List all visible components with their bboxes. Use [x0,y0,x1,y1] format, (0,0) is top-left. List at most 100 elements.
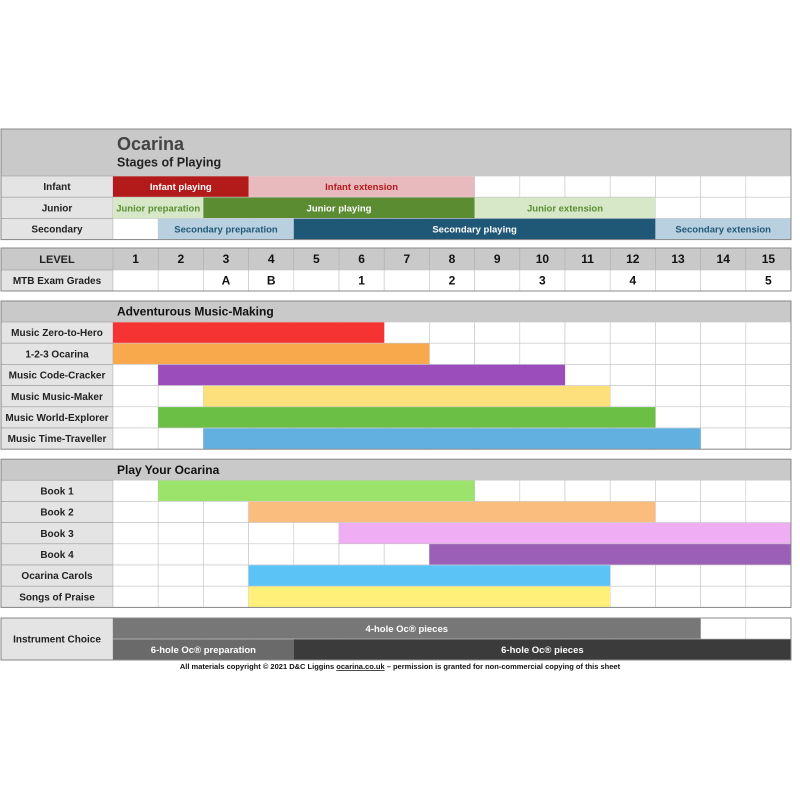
bar [113,176,249,197]
cell [157,269,204,292]
row-label: Instrument Choice [13,635,101,646]
bar [113,639,294,660]
bar-label: 6-hole Oc® pieces [501,645,584,656]
cell [248,522,295,545]
cell [203,564,249,587]
bar [248,176,475,197]
bar [158,364,565,386]
cell [564,175,611,198]
bar [158,480,475,502]
row-label: Music Code-Cracker [9,371,106,382]
cell [745,385,792,408]
cell [112,522,159,545]
cell [609,564,656,587]
level-number: 14 [717,252,731,266]
cell [655,342,701,365]
bar-label: Infant extension [325,182,398,193]
section-border [0,247,792,292]
cell [429,321,475,344]
cell [564,364,611,386]
level-number: 11 [581,252,594,266]
bar [158,218,294,240]
grade: 4 [629,274,636,288]
cell [700,585,747,608]
row-label: Book 4 [40,550,74,561]
cell [655,585,701,608]
bar [339,522,791,544]
bar [655,218,791,240]
grade: 3 [539,274,546,288]
cell [655,321,701,344]
cell [700,342,747,365]
bar [113,322,385,343]
cell [383,269,430,292]
section-border [0,617,792,661]
cell [383,321,430,344]
cell [745,617,792,640]
cell [745,175,792,198]
level-number: 15 [762,252,776,266]
level-number: 12 [626,252,640,266]
cell [700,501,747,523]
cell [745,406,792,429]
level-number: 3 [223,252,230,266]
cell [700,269,747,292]
cell [474,342,521,365]
footer-after: – permission is granted for non-commerci… [385,662,621,671]
section-border [0,458,792,608]
cell [157,501,204,523]
cell [519,321,566,344]
bar [113,197,204,219]
level-band [1,248,791,270]
cell [655,175,701,198]
cell [383,543,430,566]
section-title: Adventurous Music-Making [117,305,274,319]
row-label: Songs of Praise [19,592,95,603]
cell [474,479,521,502]
cell [609,364,656,386]
section-border [0,300,792,450]
level-number: 8 [449,252,456,266]
cell [700,385,747,408]
cell [474,269,521,292]
cell [700,427,747,450]
level-number: 13 [671,252,685,266]
grade: 2 [449,274,456,288]
bar [203,385,611,407]
bar [113,343,430,365]
cell [112,564,159,587]
row-label: MTB Exam Grades [13,276,102,287]
cell [203,585,249,608]
section-title: Play Your Ocarina [117,463,220,477]
level-number: 10 [536,252,550,266]
row-label: Secondary [31,225,83,236]
bar-label: Junior extension [527,203,603,214]
bar-label: 4-hole Oc® pieces [366,624,449,635]
cell [157,385,204,408]
bar-label: Junior preparation [116,203,200,214]
cell [338,543,385,566]
cell [700,364,747,386]
row-label: Ocarina Carols [21,571,93,582]
cell [655,385,701,408]
grade: 1 [358,274,365,288]
title: Ocarina [117,134,185,154]
level-number: 9 [494,252,501,266]
level-number: 5 [313,252,320,266]
bar-label: Secondary extension [675,225,771,236]
cell [609,585,656,608]
cell [429,342,475,365]
grade: B [267,274,276,288]
cell [655,479,701,502]
cell [112,501,159,523]
cell [203,501,249,523]
cell [112,406,159,429]
cell [655,501,701,523]
bar [248,501,656,523]
level-number: 2 [177,252,184,266]
cell [112,218,159,240]
bar [248,565,611,586]
cell [293,522,340,545]
bar [293,639,791,660]
cell [745,479,792,502]
